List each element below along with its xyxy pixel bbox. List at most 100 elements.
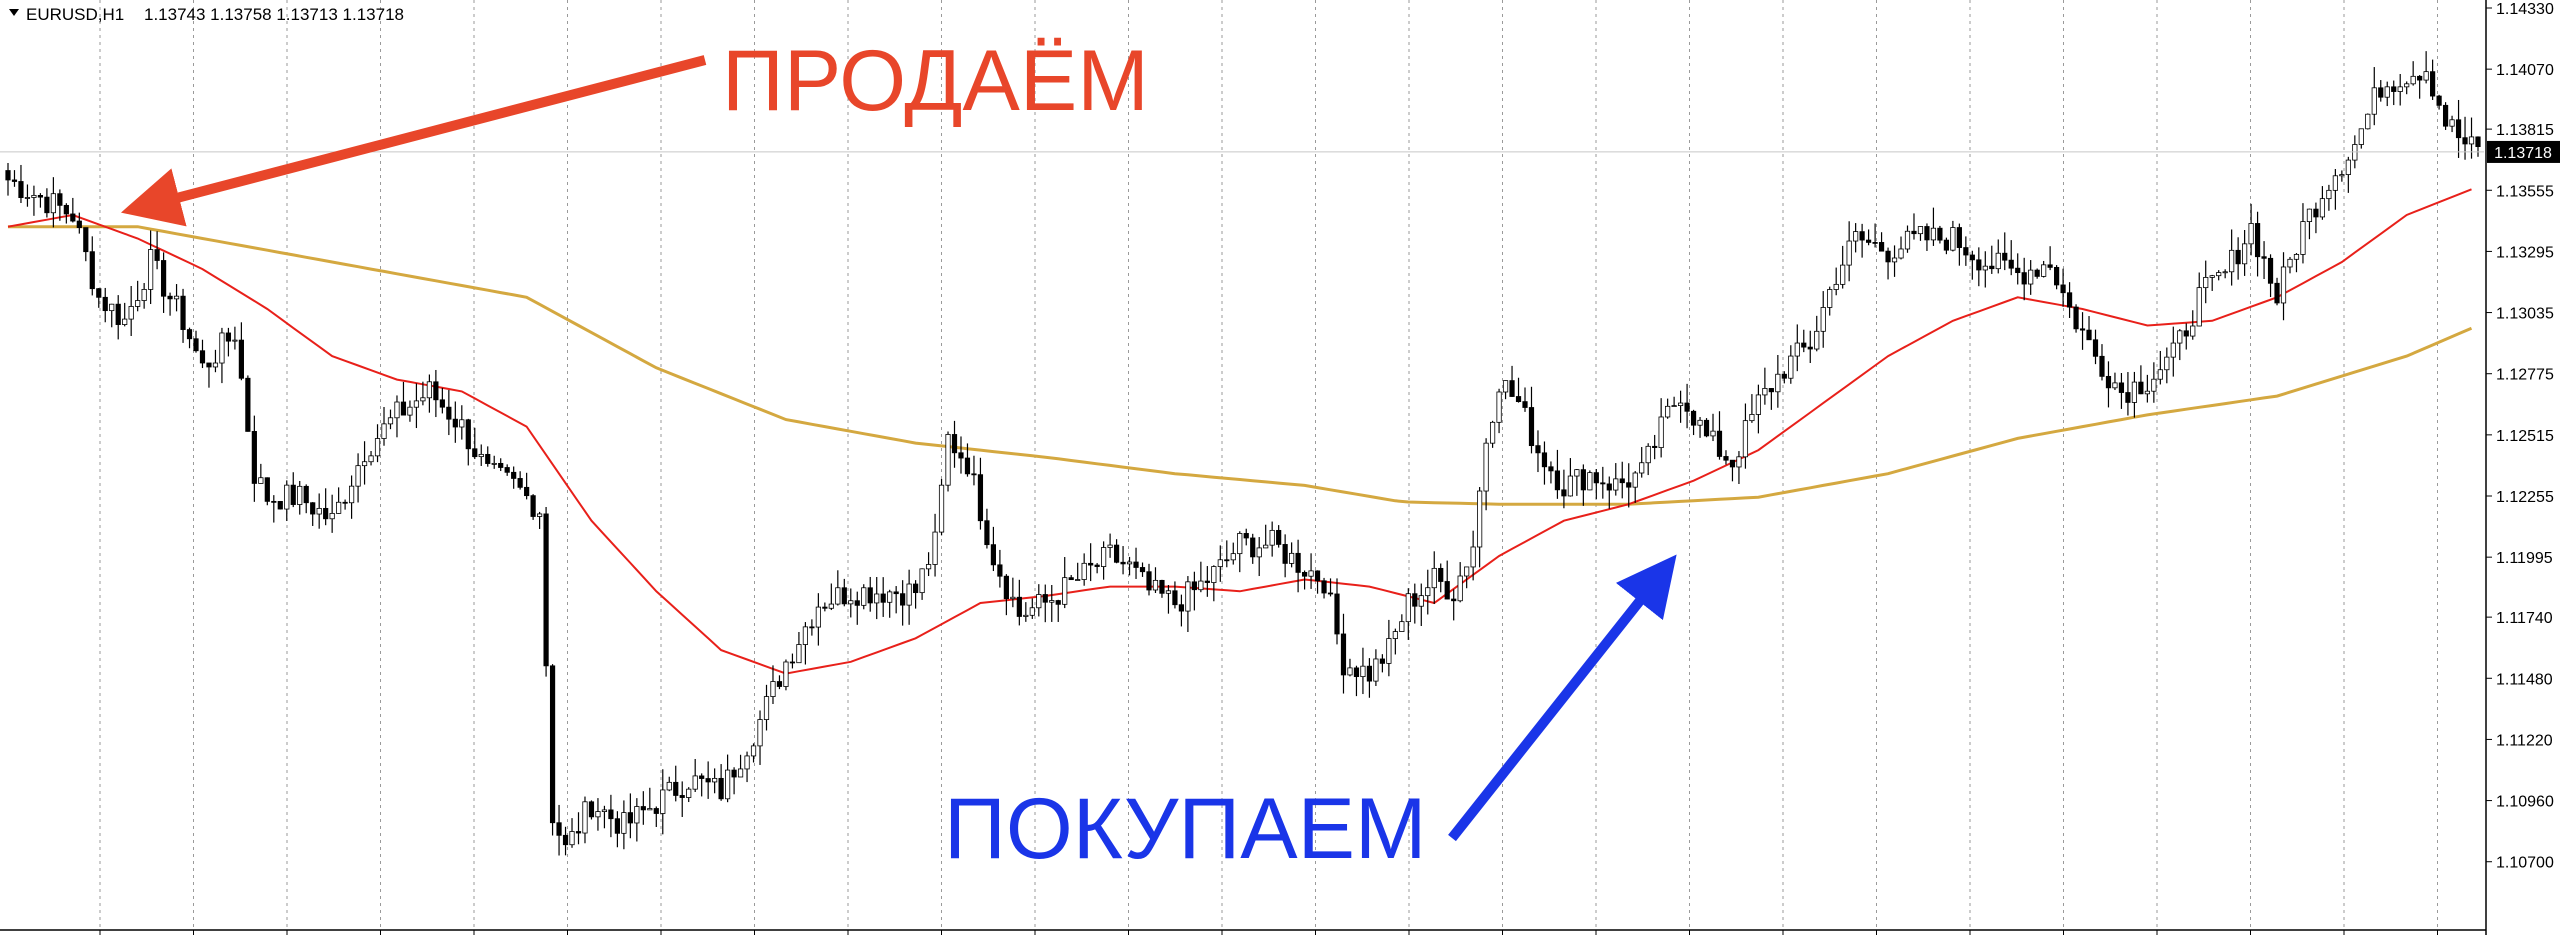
candle: [1075, 562, 1081, 581]
buy-label: ПОКУПАЕМ: [944, 781, 1427, 877]
candle: [18, 164, 24, 204]
candle: [2235, 237, 2241, 280]
candle: [666, 776, 672, 792]
candle: [1308, 553, 1314, 589]
candle: [1522, 387, 1528, 412]
candle: [699, 773, 705, 797]
candle: [2170, 326, 2176, 377]
candle: [37, 193, 44, 208]
candle: [115, 295, 121, 340]
candle: [1068, 575, 1074, 581]
candle: [284, 480, 290, 522]
ma-fast-line: [7, 188, 2472, 675]
candle: [504, 464, 510, 476]
candle: [89, 236, 95, 296]
candle: [601, 805, 608, 829]
candle: [277, 501, 283, 510]
candle: [2008, 240, 2014, 276]
y-tick-label: 1.11740: [2496, 610, 2553, 627]
candle: [1794, 324, 1800, 372]
candle: [485, 446, 491, 467]
candle: [2015, 253, 2021, 285]
candle: [2092, 329, 2099, 365]
candle: [2462, 116, 2468, 160]
candle: [439, 387, 445, 414]
candle: [1360, 647, 1366, 695]
candle: [1198, 561, 1204, 593]
candle: [776, 675, 783, 690]
candle: [2086, 316, 2092, 341]
candle: [355, 453, 361, 503]
candle: [1937, 225, 1943, 244]
candle: [1827, 286, 1833, 316]
candle: [2319, 186, 2326, 220]
candles: [5, 51, 2481, 856]
candle: [1373, 649, 1379, 686]
y-tick-label: 1.13295: [2496, 244, 2554, 261]
candle: [1898, 236, 1904, 260]
candle: [621, 800, 627, 850]
candle: [1211, 565, 1217, 602]
candle: [472, 427, 478, 460]
candle: [1496, 388, 1502, 434]
candle: [549, 664, 556, 836]
candle: [1716, 411, 1723, 460]
candle: [264, 477, 270, 506]
y-tick-label: 1.10960: [2496, 794, 2554, 811]
candle: [50, 177, 56, 228]
candle: [1755, 384, 1761, 434]
candle: [2177, 329, 2183, 361]
candle: [2430, 59, 2436, 100]
candle: [1088, 543, 1094, 582]
candle: [757, 710, 763, 765]
candle: [1632, 471, 1638, 503]
candle: [1840, 245, 1846, 289]
candle: [562, 826, 569, 856]
candle: [199, 339, 206, 369]
candle: [141, 283, 147, 309]
candle: [83, 227, 89, 262]
candle: [2378, 80, 2384, 102]
candle: [1619, 461, 1625, 499]
y-tick-label: 1.11995: [2496, 550, 2553, 567]
candle: [1457, 562, 1463, 603]
candle: [2079, 312, 2086, 350]
candle: [1327, 578, 1334, 597]
candle: [1036, 584, 1042, 617]
price-axis[interactable]: 1.14330 1.14070 1.13815 1.13555 1.13295 1.130…: [2485, 0, 2554, 935]
y-tick-label: 1.12775: [2496, 367, 2554, 384]
candle: [1470, 530, 1476, 581]
candle: [407, 400, 413, 422]
candle: [1541, 441, 1548, 485]
candle: [1256, 537, 1262, 577]
candle: [271, 495, 277, 523]
candle: [1217, 545, 1223, 582]
candle: [2326, 184, 2332, 211]
candle: [2332, 169, 2338, 210]
current-price-tag: 1.13718: [2487, 140, 2560, 163]
candle: [718, 764, 724, 801]
candle: [1016, 579, 1022, 626]
candle: [984, 508, 990, 549]
candle: [1749, 394, 1755, 423]
candle: [1690, 409, 1697, 436]
candle: [1677, 390, 1684, 423]
candle: [640, 791, 646, 825]
candle: [2274, 277, 2280, 306]
candle: [932, 513, 938, 577]
candle: [1684, 383, 1690, 429]
candle: [893, 586, 899, 614]
candle: [1697, 417, 1703, 438]
triangle-down-icon[interactable]: [9, 9, 19, 16]
candle: [861, 584, 867, 610]
candle: [148, 230, 154, 305]
candle: [1963, 236, 1969, 266]
candle: [413, 383, 420, 429]
candle: [2002, 232, 2008, 271]
candle: [1042, 584, 1048, 623]
candle: [627, 793, 633, 839]
candle: [303, 484, 309, 514]
candle: [2157, 350, 2163, 385]
